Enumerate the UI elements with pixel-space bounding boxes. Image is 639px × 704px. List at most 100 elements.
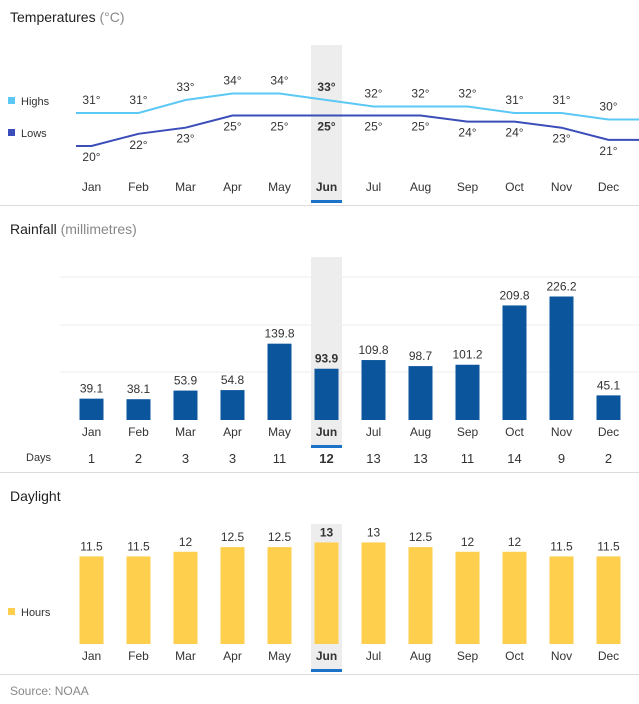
rain-days-value: 1	[88, 451, 95, 466]
x-tick-label: Nov	[551, 649, 572, 663]
daylight-bar	[173, 551, 198, 644]
data-label: 32°	[364, 87, 382, 101]
data-label: 31°	[129, 93, 147, 107]
x-tick-label: Nov	[551, 425, 572, 439]
highs-legend-label: Highs	[21, 96, 50, 108]
data-label: 30°	[599, 100, 617, 114]
selected-month-underline	[311, 445, 342, 448]
daylight-bar	[549, 556, 574, 644]
rain-bar	[173, 390, 198, 420]
divider	[0, 674, 639, 675]
data-label: 13	[320, 525, 334, 539]
rain-days-value: 14	[507, 451, 521, 466]
data-label: 22°	[129, 138, 147, 152]
divider	[0, 205, 639, 206]
daylight-bar	[361, 542, 386, 644]
x-tick-label: Jul	[366, 180, 381, 194]
data-label: 98.7	[409, 349, 433, 363]
data-label: 25°	[223, 120, 241, 134]
x-tick-label: May	[268, 425, 291, 439]
daylight-bar	[502, 551, 527, 644]
selected-month-highlight	[311, 45, 342, 200]
rain-days-value: 13	[366, 451, 380, 466]
x-tick-label: Jun	[316, 649, 337, 663]
rainfall-chart: 39.1 38.1 53.9 54.8 139.8 93.9 109.8 98.7 101.2 2…	[26, 257, 639, 466]
data-label: 109.8	[358, 343, 388, 357]
x-tick-label: Jul	[366, 425, 381, 439]
data-label: 20°	[82, 150, 100, 164]
data-label: 12.5	[409, 530, 433, 544]
x-tick-label: Oct	[505, 180, 524, 194]
data-label: 12	[508, 535, 522, 549]
rainfall-unit: (millimetres)	[60, 221, 137, 237]
x-tick-label: Apr	[223, 425, 242, 439]
data-label: 12.5	[268, 530, 292, 544]
x-tick-label: Mar	[175, 649, 196, 663]
data-label: 13	[367, 525, 381, 539]
x-tick-label: Jun	[316, 180, 337, 194]
x-tick-label: Mar	[175, 425, 196, 439]
daylight-bar	[126, 556, 151, 644]
daylight-bar	[596, 556, 621, 644]
data-label: 11.5	[597, 539, 620, 553]
rain-days-value: 13	[413, 451, 427, 466]
x-tick-label: Jan	[82, 180, 101, 194]
source-note: Source: NOAA	[10, 684, 89, 698]
selected-month-underline	[311, 200, 342, 203]
hours-legend-label: Hours	[21, 607, 51, 619]
data-label: 101.2	[452, 348, 482, 362]
data-label: 209.8	[499, 288, 529, 302]
daylight-bar	[455, 551, 480, 644]
rain-days-value: 2	[605, 451, 612, 466]
rain-days-value: 9	[558, 451, 565, 466]
temperature-title: Temperatures	[10, 9, 96, 25]
rain-bar	[502, 305, 527, 420]
divider	[0, 472, 639, 473]
daylight-bar	[220, 547, 245, 644]
x-tick-label: Jul	[366, 649, 381, 663]
rain-days-value: 11	[273, 451, 287, 466]
rain-bar	[361, 360, 386, 420]
rain-days-value: 2	[135, 451, 142, 466]
x-tick-label: Feb	[128, 425, 149, 439]
x-tick-label: Aug	[410, 649, 431, 663]
rain-days-value: 11	[461, 451, 475, 466]
x-tick-label: Feb	[128, 180, 149, 194]
data-label: 25°	[317, 120, 335, 134]
daylight-bar	[79, 556, 104, 644]
x-tick-label: Dec	[598, 425, 619, 439]
data-label: 139.8	[264, 327, 294, 341]
rain-bar	[408, 366, 433, 420]
x-tick-label: Feb	[128, 649, 149, 663]
x-tick-label: Aug	[410, 425, 431, 439]
x-tick-label: Sep	[457, 649, 479, 663]
daylight-bar	[267, 547, 292, 644]
data-label: 34°	[270, 74, 288, 88]
x-tick-label: Dec	[598, 649, 619, 663]
rain-bar	[79, 398, 104, 420]
x-tick-label: Apr	[223, 649, 242, 663]
rain-bar	[596, 395, 621, 420]
data-label: 33°	[317, 80, 335, 94]
data-label: 54.8	[221, 373, 245, 387]
lows-line	[76, 114, 639, 147]
highs-legend-swatch	[8, 97, 15, 104]
data-label: 32°	[411, 87, 429, 101]
data-label: 11.5	[127, 539, 150, 553]
temperature-chart: 31° 31° 33° 34° 34° 33° 32° 32° 32° 31° 31° 30° 20° 2…	[8, 45, 639, 203]
x-tick-label: May	[268, 180, 291, 194]
x-tick-label: Mar	[175, 180, 196, 194]
x-tick-label: Jan	[82, 649, 101, 663]
data-label: 53.9	[174, 374, 198, 388]
rain-bar	[267, 343, 292, 420]
x-tick-label: Apr	[223, 180, 242, 194]
x-tick-label: May	[268, 649, 291, 663]
data-label: 32°	[458, 87, 476, 101]
rain-bar	[314, 368, 339, 420]
data-label: 23°	[176, 132, 194, 146]
x-tick-label: Nov	[551, 180, 572, 194]
lows-legend-label: Lows	[21, 128, 47, 140]
lows-legend-swatch	[8, 129, 15, 136]
hours-legend-swatch	[8, 608, 15, 615]
daylight-title: Daylight	[10, 488, 61, 504]
